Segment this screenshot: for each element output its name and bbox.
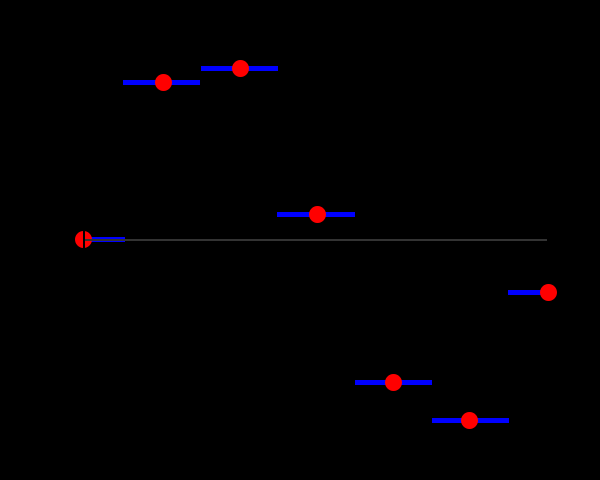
y-axis-line	[83, 0, 85, 480]
data-point	[231, 59, 249, 77]
data-point	[308, 205, 326, 223]
data-point	[460, 411, 478, 429]
zero-reference-line	[85, 239, 547, 241]
error-bar	[508, 289, 548, 295]
data-point	[384, 373, 402, 391]
data-point	[539, 283, 557, 301]
data-point	[154, 73, 172, 91]
